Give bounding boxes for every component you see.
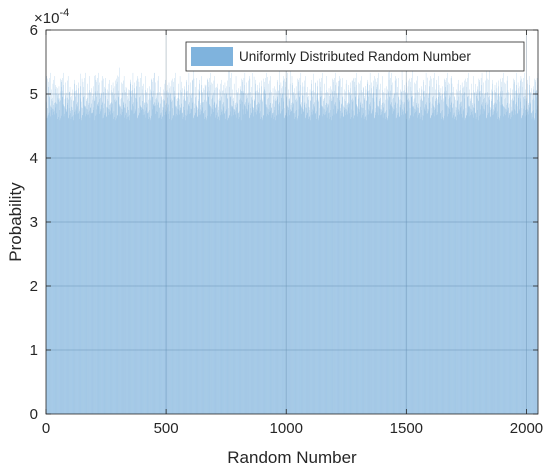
y-exponent-label: ×10-4 — [34, 7, 69, 27]
x-tick-label: 1500 — [390, 420, 423, 437]
histogram-bars — [46, 62, 539, 415]
y-exponent-base: ×10 — [34, 10, 59, 27]
x-tick-label: 0 — [42, 420, 50, 437]
x-tick-labels: 0 500 1000 1500 2000 — [42, 420, 543, 437]
legend-swatch — [191, 47, 233, 66]
y-tick-label: 5 — [30, 86, 38, 103]
y-tick-label: 6 — [30, 22, 38, 39]
y-tick-labels: 0 1 2 3 4 5 6 — [30, 22, 38, 423]
y-tick-label: 2 — [30, 278, 38, 295]
x-tick-label: 500 — [154, 420, 179, 437]
y-exponent-power: -4 — [59, 7, 69, 19]
legend: Uniformly Distributed Random Number — [185, 41, 525, 72]
legend-entry-label: Uniformly Distributed Random Number — [239, 49, 471, 64]
y-tick-label: 4 — [30, 150, 38, 167]
y-tick-label: 1 — [30, 342, 38, 359]
x-axis-label: Random Number — [227, 448, 357, 467]
axis-ticks — [45, 29, 538, 415]
y-tick-label: 0 — [30, 406, 38, 423]
y-axis-label: Probability — [6, 182, 25, 262]
legend-box — [185, 41, 525, 72]
x-tick-label: 2000 — [510, 420, 543, 437]
x-tick-label: 1000 — [270, 420, 303, 437]
grid-overlay — [46, 30, 538, 414]
y-tick-label: 3 — [30, 214, 38, 231]
